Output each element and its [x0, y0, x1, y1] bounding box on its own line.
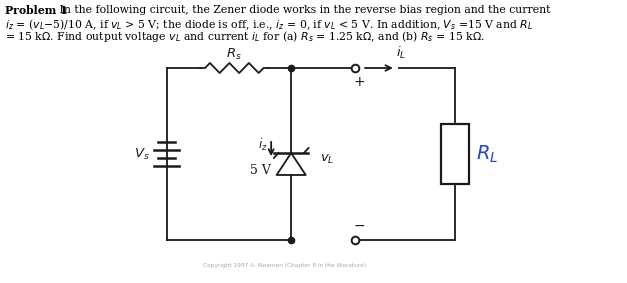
Text: $R_L$: $R_L$ [476, 143, 498, 165]
Text: $i_z$: $i_z$ [258, 137, 268, 153]
Text: In the following circuit, the Zener diode works in the reverse bias region and t: In the following circuit, the Zener diod… [56, 5, 551, 15]
Text: $i_z$ = ($v_L$$-$5)/10 A, if $v_L$ > 5 V; the diode is off, i.e., $i_z$ = 0, if : $i_z$ = ($v_L$$-$5)/10 A, if $v_L$ > 5 V… [4, 17, 533, 32]
Text: $R_s$: $R_s$ [226, 47, 242, 62]
Text: Copyright 1997 A. Neamen (Chapter 8 in the literature): Copyright 1997 A. Neamen (Chapter 8 in t… [203, 263, 366, 267]
Bar [441, 124, 468, 184]
Text: Problem 1: Problem 1 [4, 5, 67, 16]
Text: $i_L$: $i_L$ [396, 45, 406, 61]
Text: −: − [354, 219, 365, 233]
Text: = 15 k$\Omega$. Find output voltage $v_L$ and current $i_L$ for (a) $R_s$ = 1.25: = 15 k$\Omega$. Find output voltage $v_L… [4, 29, 484, 44]
Text: $V_s$: $V_s$ [134, 146, 150, 162]
Text: +: + [354, 75, 365, 89]
Text: 5 V: 5 V [250, 164, 271, 177]
Text: $v_L$: $v_L$ [320, 153, 335, 166]
